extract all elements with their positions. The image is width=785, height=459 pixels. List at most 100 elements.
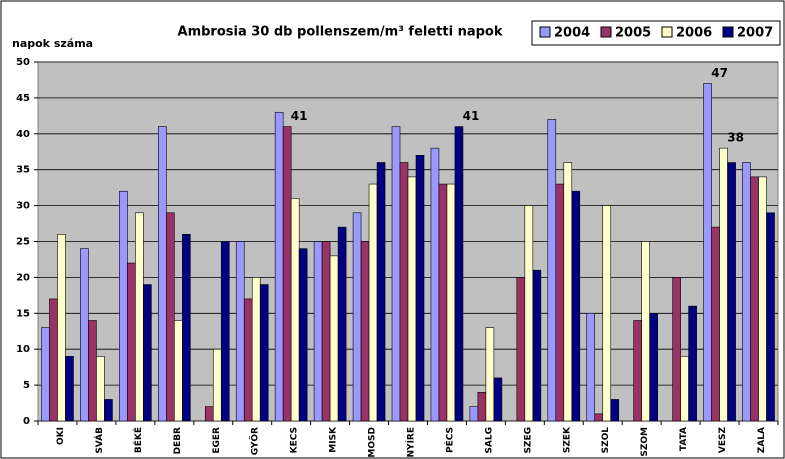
bar — [532, 269, 542, 422]
bar — [602, 205, 612, 422]
chart-title: Ambrosia 30 db pollenszem/m³ feletti nap… — [178, 25, 503, 40]
bar — [104, 399, 113, 422]
bar — [329, 255, 339, 422]
bar — [547, 119, 557, 422]
y-tick-label: 20 — [16, 272, 30, 283]
y-tick-label: 30 — [16, 201, 30, 212]
data-label: 41 — [291, 109, 308, 123]
y-tick-label: 45 — [16, 93, 30, 104]
bar — [399, 162, 409, 422]
x-tick-label: VESZ — [718, 427, 728, 454]
x-tick-label: SVÁB — [93, 427, 105, 454]
bar — [166, 212, 175, 422]
bar — [57, 234, 66, 422]
bar — [212, 348, 222, 422]
bar — [446, 183, 456, 422]
bar — [337, 226, 347, 422]
bar — [727, 162, 736, 422]
bar — [586, 312, 596, 422]
bar — [438, 183, 448, 422]
bar — [251, 277, 261, 422]
x-tick-label: ZALA — [757, 427, 767, 453]
bar — [719, 147, 728, 422]
bar — [96, 356, 105, 422]
bar — [641, 241, 650, 422]
data-label: 38 — [727, 131, 744, 145]
bar — [766, 212, 775, 422]
bar — [290, 198, 300, 422]
bar — [571, 190, 581, 422]
y-axis-label: napok száma — [12, 37, 93, 50]
y-tick-label: 5 — [23, 380, 30, 391]
x-tick-label: OKI — [56, 427, 66, 445]
legend-swatch — [722, 26, 734, 38]
y-tick-label: 50 — [16, 57, 30, 68]
legend-label: 2004 — [554, 26, 590, 41]
x-tick-label: MISK — [329, 426, 339, 453]
x-tick-label: KECS — [290, 427, 300, 453]
bar — [680, 356, 689, 422]
x-tick-label: DEBR — [173, 427, 183, 454]
bar — [610, 399, 620, 422]
bar — [758, 176, 767, 422]
x-tick-label: PÉCS — [443, 427, 455, 453]
bar — [391, 126, 401, 422]
y-tick-label: 40 — [16, 129, 30, 140]
y-tick-label: 25 — [16, 237, 30, 248]
bar — [41, 327, 50, 422]
bar — [649, 312, 658, 422]
x-tick-label: MOSD — [368, 427, 378, 458]
legend-label: 2005 — [615, 26, 651, 41]
bar — [750, 176, 759, 422]
bar — [298, 248, 308, 422]
bar — [127, 262, 136, 422]
bar — [88, 320, 97, 422]
y-tick-label: 35 — [16, 165, 30, 176]
x-tick-label: EGER — [212, 427, 222, 454]
bar — [376, 162, 386, 422]
bar — [407, 176, 417, 422]
bar — [477, 391, 487, 422]
x-tick-label: BÉKÉ — [132, 427, 144, 453]
x-tick-label: SZEK — [562, 426, 572, 453]
bar — [454, 126, 464, 422]
bar — [243, 298, 253, 422]
bar — [485, 327, 495, 422]
bar — [274, 111, 284, 422]
y-tick-label: 10 — [16, 344, 30, 355]
bar — [220, 241, 230, 422]
bar — [65, 356, 74, 422]
x-tick-label: TATA — [679, 427, 689, 451]
legend-swatch — [539, 26, 551, 38]
legend-label: 2006 — [676, 26, 712, 41]
data-label: 41 — [463, 109, 480, 123]
bar — [235, 241, 245, 422]
x-tick-label: SZOM — [640, 427, 650, 457]
bar — [594, 413, 604, 422]
bar — [360, 241, 370, 422]
x-tick-label: GYŐR — [250, 427, 261, 455]
data-label: 47 — [711, 66, 728, 80]
bar — [204, 406, 214, 422]
bar — [430, 147, 440, 422]
bar — [135, 212, 144, 422]
legend-label: 2007 — [737, 26, 773, 41]
bar — [563, 162, 573, 422]
bar — [352, 212, 362, 422]
bar — [182, 234, 191, 422]
bar — [688, 305, 697, 422]
bar — [633, 320, 642, 422]
x-tick-label: SZEG — [523, 427, 533, 454]
legend-swatch — [600, 26, 612, 38]
bar — [415, 155, 425, 422]
bar — [493, 377, 503, 422]
bar — [703, 83, 712, 422]
bar — [555, 183, 565, 422]
bar — [321, 241, 331, 422]
bar — [742, 162, 751, 422]
bar — [119, 190, 128, 422]
x-tick-label: NYÍRE — [405, 427, 417, 457]
bar — [516, 277, 526, 422]
bar — [282, 126, 292, 422]
